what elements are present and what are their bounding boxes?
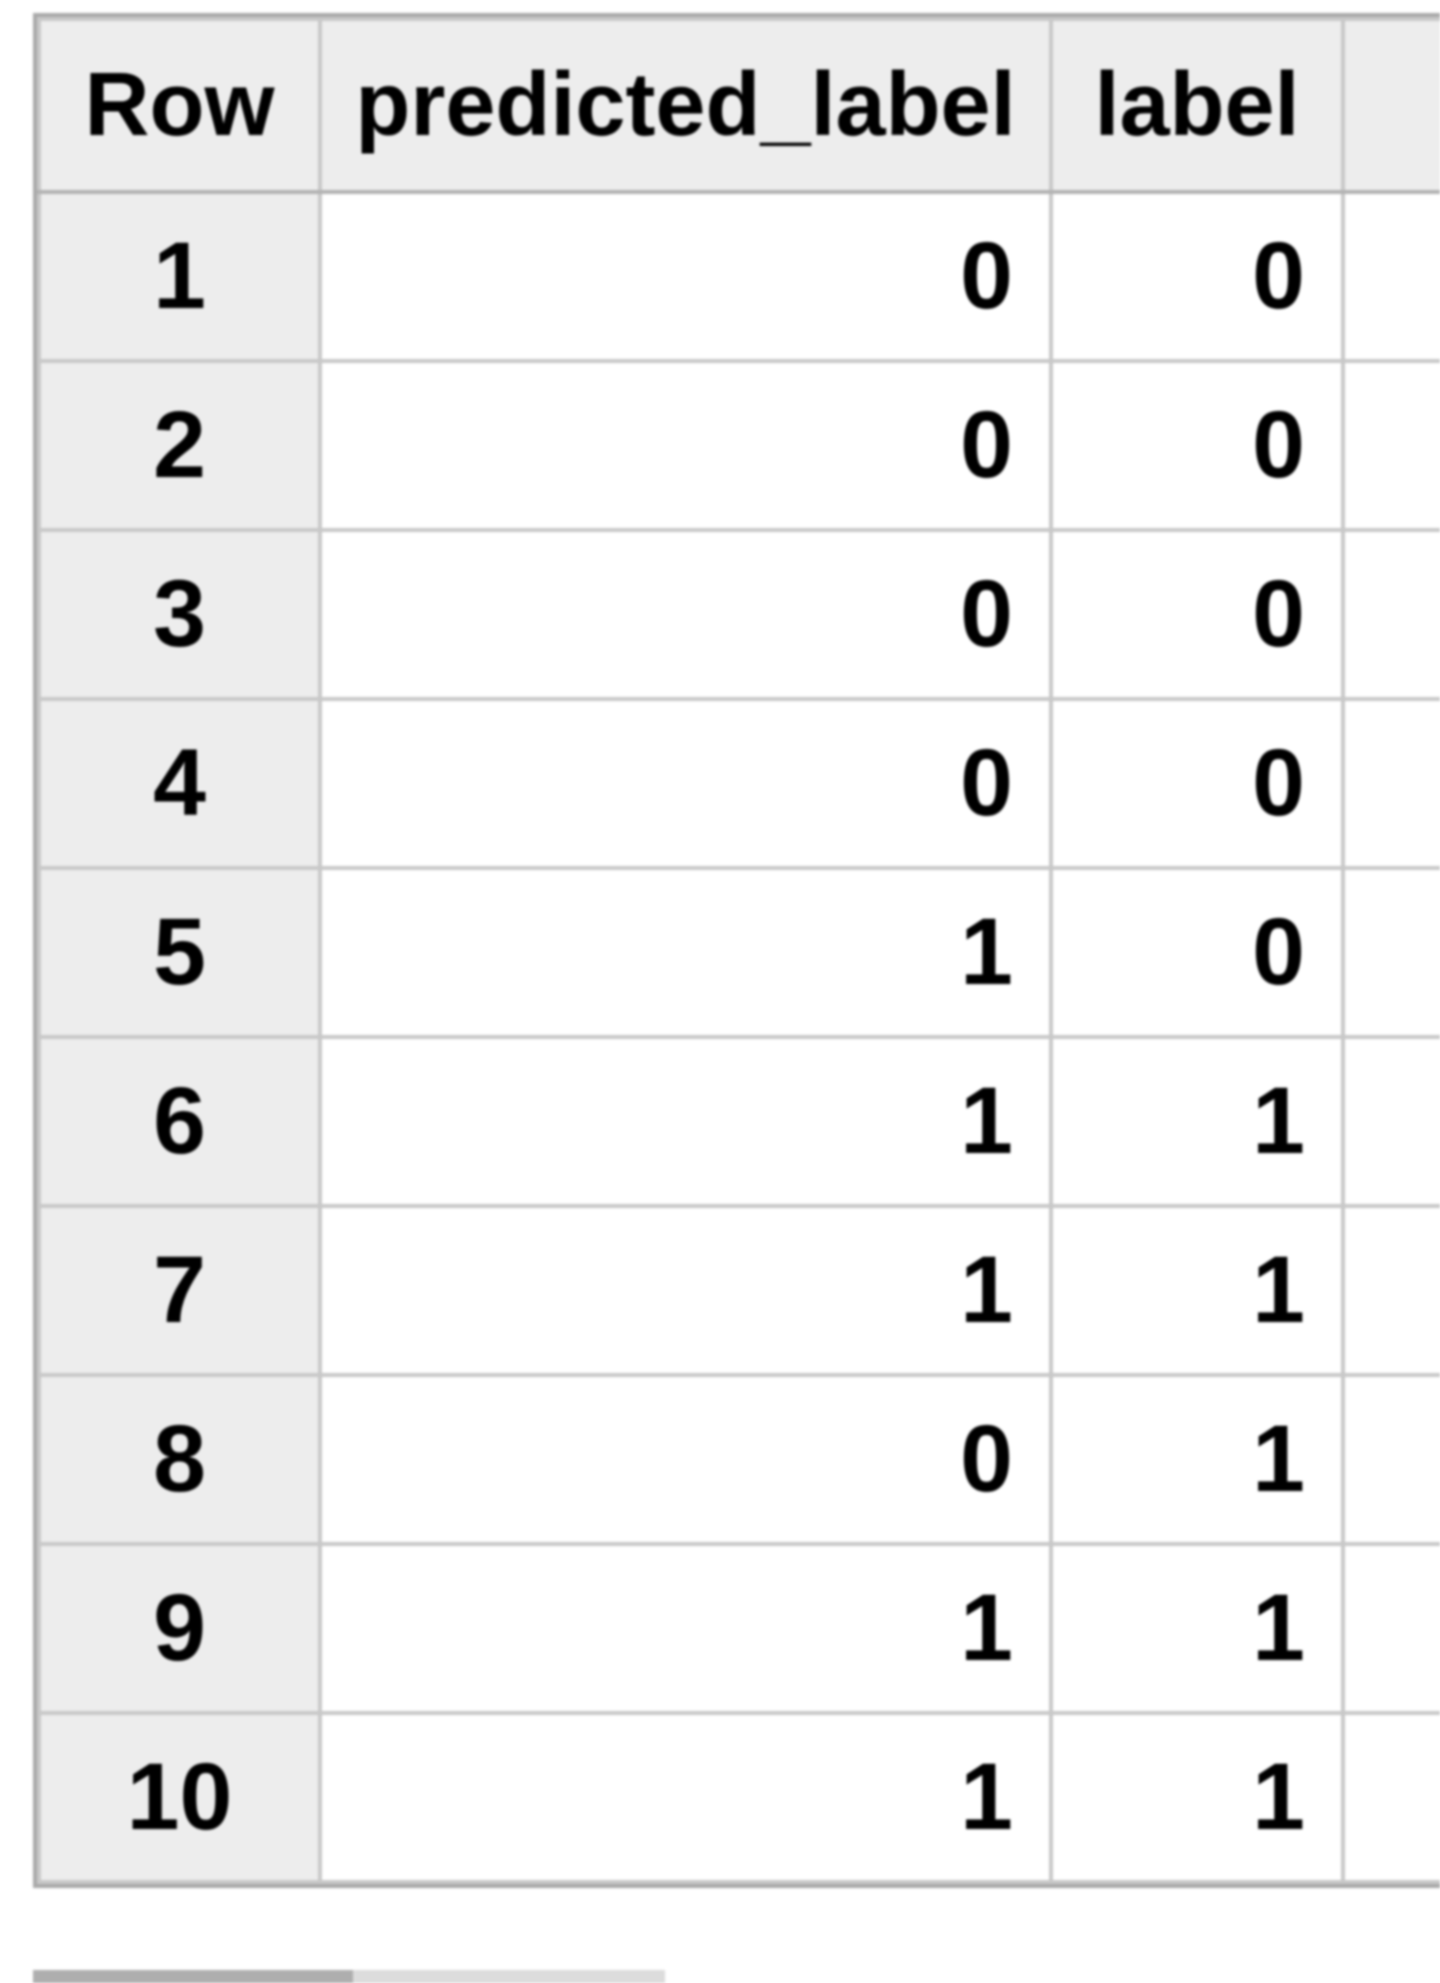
extra-cell <box>1341 866 1440 1039</box>
column-header-predicted-label: predicted_label <box>318 17 1053 194</box>
predicted-label-cell: 0 <box>318 190 1053 363</box>
row-number-cell: 6 <box>37 1035 322 1208</box>
row-number-cell: 4 <box>37 697 322 870</box>
predicted-label-cell: 1 <box>318 1711 1053 1884</box>
label-cell: 0 <box>1049 359 1345 532</box>
extra-cell <box>1341 1204 1440 1377</box>
label-cell: 1 <box>1049 1035 1345 1208</box>
row-number-cell: 2 <box>37 359 322 532</box>
predicted-label-cell: 0 <box>318 1373 1053 1546</box>
column-header-label: label <box>1049 17 1345 194</box>
predicted-label-cell: 0 <box>318 359 1053 532</box>
label-cell: 0 <box>1049 697 1345 870</box>
row-number-cell: 3 <box>37 528 322 701</box>
row-number-cell: 10 <box>37 1711 322 1884</box>
predicted-label-cell: 1 <box>318 866 1053 1039</box>
extra-cell <box>1341 190 1440 363</box>
predicted-label-cell: 0 <box>318 697 1053 870</box>
predicted-label-cell: 1 <box>318 1035 1053 1208</box>
label-cell: 1 <box>1049 1204 1345 1377</box>
extra-cell <box>1341 528 1440 701</box>
label-cell: 0 <box>1049 528 1345 701</box>
label-cell: 0 <box>1049 866 1345 1039</box>
column-header-extra <box>1341 17 1440 194</box>
row-number-cell: 8 <box>37 1373 322 1546</box>
horizontal-scrollbar[interactable] <box>33 1970 665 1983</box>
predicted-label-cell: 1 <box>318 1204 1053 1377</box>
column-header-row: Row <box>37 17 322 194</box>
row-number-cell: 7 <box>37 1204 322 1377</box>
horizontal-scrollbar-thumb[interactable] <box>33 1970 353 1983</box>
label-cell: 1 <box>1049 1373 1345 1546</box>
header-row: Row predicted_label label <box>37 17 1440 194</box>
extra-cell <box>1341 359 1440 532</box>
extra-cell <box>1341 1373 1440 1546</box>
label-cell: 0 <box>1049 190 1345 363</box>
label-cell: 1 <box>1049 1711 1345 1884</box>
label-cell: 1 <box>1049 1542 1345 1715</box>
extra-cell <box>1341 1035 1440 1208</box>
predicted-label-cell: 1 <box>318 1542 1053 1715</box>
row-number-cell: 1 <box>37 190 322 363</box>
extra-cell <box>1341 1542 1440 1715</box>
extra-cell <box>1341 697 1440 870</box>
extra-cell <box>1341 1711 1440 1884</box>
row-number-cell: 9 <box>37 1542 322 1715</box>
predicted-label-cell: 0 <box>318 528 1053 701</box>
row-number-cell: 5 <box>37 866 322 1039</box>
table-row: 10 1 1 <box>37 1711 1440 1884</box>
